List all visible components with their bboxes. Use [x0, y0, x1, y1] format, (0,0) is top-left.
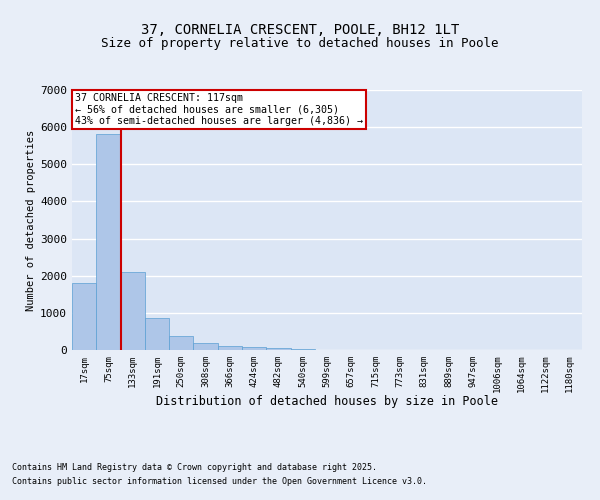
- Bar: [242, 347, 266, 350]
- X-axis label: Distribution of detached houses by size in Poole: Distribution of detached houses by size …: [156, 396, 498, 408]
- Text: 37 CORNELIA CRESCENT: 117sqm
← 56% of detached houses are smaller (6,305)
43% of: 37 CORNELIA CRESCENT: 117sqm ← 56% of de…: [74, 92, 362, 126]
- Bar: [169, 336, 193, 350]
- Text: Size of property relative to detached houses in Poole: Size of property relative to detached ho…: [101, 38, 499, 51]
- Bar: [96, 134, 121, 350]
- Bar: [193, 342, 218, 350]
- Text: 37, CORNELIA CRESCENT, POOLE, BH12 1LT: 37, CORNELIA CRESCENT, POOLE, BH12 1LT: [141, 22, 459, 36]
- Y-axis label: Number of detached properties: Number of detached properties: [26, 130, 36, 310]
- Bar: [121, 272, 145, 350]
- Bar: [218, 346, 242, 350]
- Text: Contains HM Land Registry data © Crown copyright and database right 2025.: Contains HM Land Registry data © Crown c…: [12, 464, 377, 472]
- Text: Contains public sector information licensed under the Open Government Licence v3: Contains public sector information licen…: [12, 477, 427, 486]
- Bar: [72, 283, 96, 350]
- Bar: [266, 348, 290, 350]
- Bar: [145, 318, 169, 350]
